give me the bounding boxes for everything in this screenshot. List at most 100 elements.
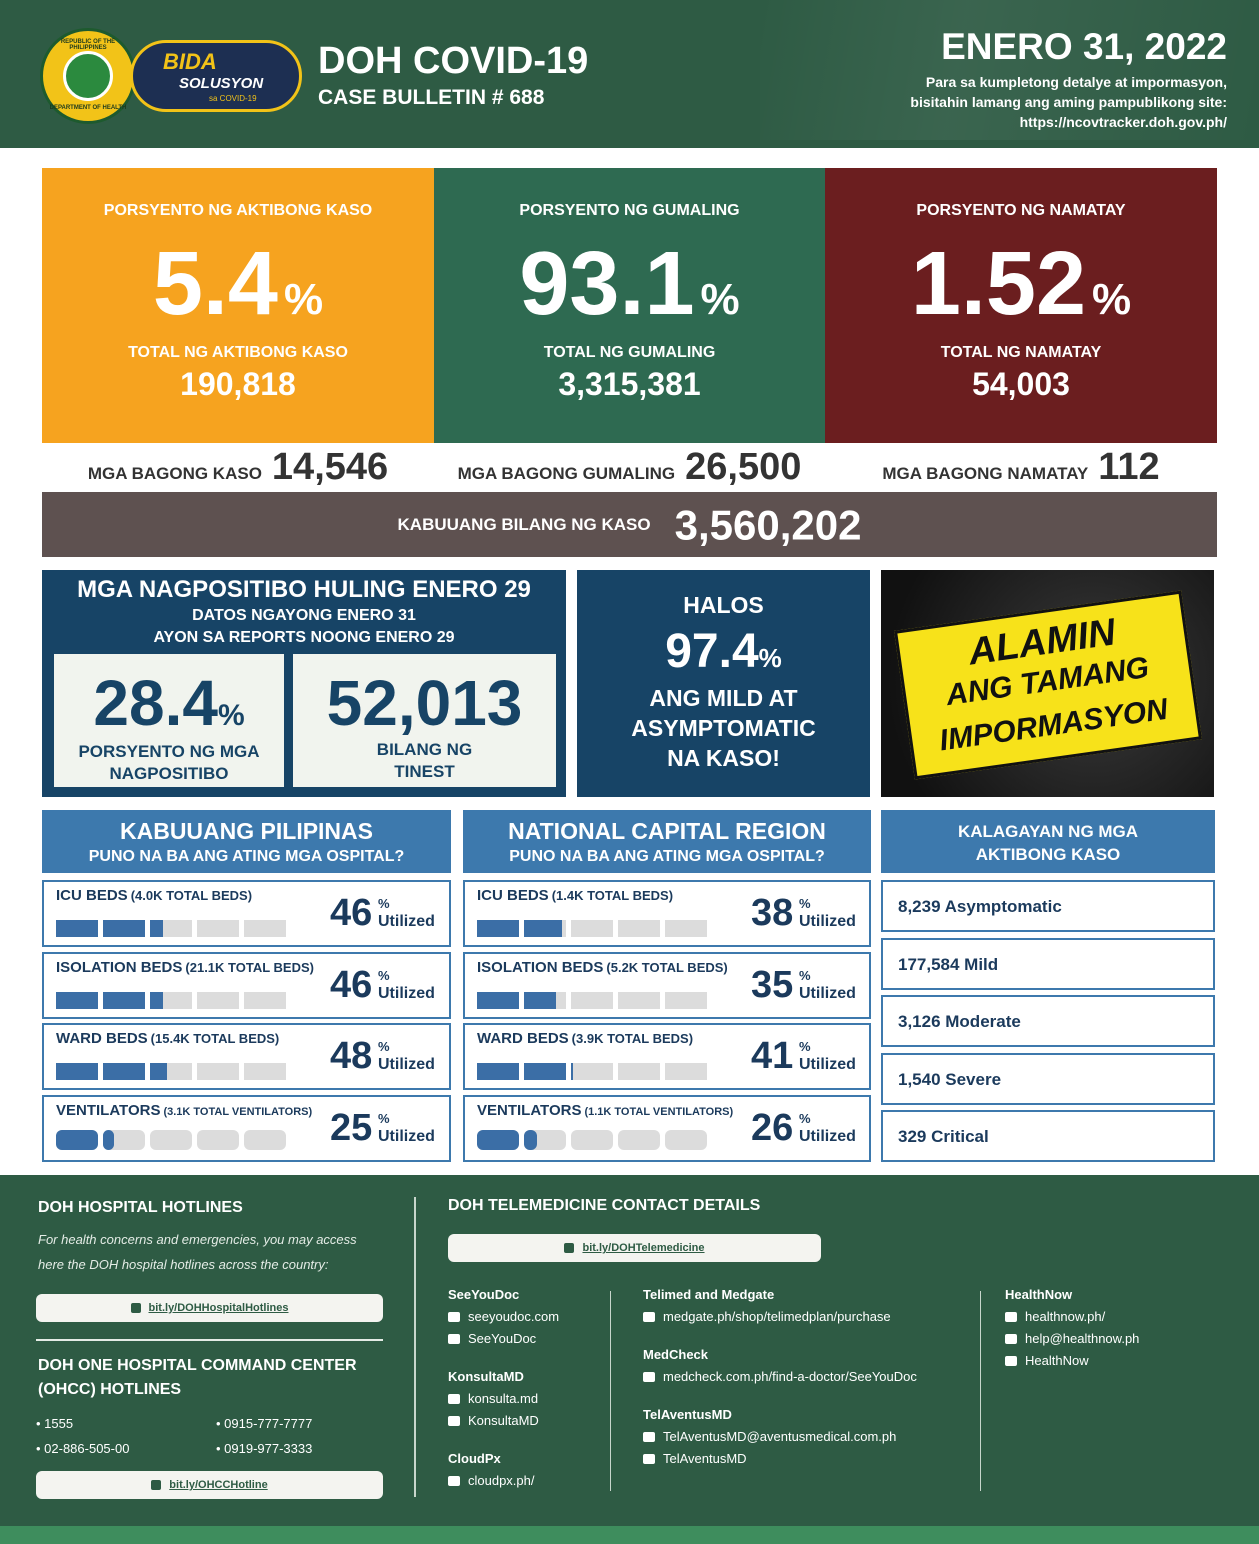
hospital-title: NATIONAL CAPITAL REGION <box>508 818 826 844</box>
contact-text: cloudpx.ph/ <box>468 1473 535 1488</box>
bar-block <box>524 1130 566 1151</box>
utilized-value: 35 <box>751 963 794 1006</box>
tested-label: TINEST <box>394 762 455 781</box>
stat-total-label: TOTAL NG NAMATAY <box>940 344 1102 361</box>
contact-icon <box>643 1372 655 1382</box>
utilized-unit: % <box>799 896 811 911</box>
status-text: 329 Critical <box>898 1127 989 1146</box>
stat-label: PORSYENTO NG NAMATAY <box>916 202 1126 219</box>
divider <box>36 1339 383 1341</box>
hotline-text: here the DOH hospital hotlines across th… <box>38 1257 329 1272</box>
hotline-number: • 1555 <box>36 1416 74 1431</box>
logo: BIDA SOLUSYON sa COVID-19 <box>130 40 302 112</box>
bar-block <box>150 991 192 1009</box>
provider-name: Telimed and Medgate <box>643 1287 775 1302</box>
link-icon <box>151 1480 162 1490</box>
utilization-bar <box>56 987 296 1009</box>
bar-fill <box>150 920 163 937</box>
contact-text: help@healthnow.ph <box>1025 1331 1140 1346</box>
hotline-number: • 0919-977-3333 <box>216 1441 313 1456</box>
stat-value: 93.1% <box>434 234 826 360</box>
bed-capacity: (3.1K TOTAL VENTILATORS) <box>163 1106 313 1119</box>
bar-block <box>56 1130 98 1151</box>
mild-lead: HALOS <box>683 592 764 618</box>
bar-fill <box>56 1130 98 1151</box>
bar-block <box>103 920 145 937</box>
bed-row: ICU BEDS (4.0K TOTAL BEDS) 46% Utilized <box>42 880 451 947</box>
hotline-number: • 0915-777-7777 <box>216 1416 313 1431</box>
bar-fill <box>150 991 163 1009</box>
bar-block <box>571 1063 613 1081</box>
bar-block <box>571 1130 613 1151</box>
contact-icon <box>643 1312 655 1322</box>
status-title: KALAGAYAN NG MGA <box>957 822 1139 841</box>
bed-name: ISOLATION BEDS (21.1K TOTAL BEDS) <box>56 959 314 977</box>
bar-fill <box>103 1063 145 1081</box>
seal-text: REPUBLIC OF THE PHILIPPINES <box>60 39 116 51</box>
utilization-bar <box>56 1058 296 1081</box>
bar-fill <box>56 991 98 1009</box>
hospital-subtitle: PUNO NA BA ANG ATING MGA OSPITAL? <box>509 848 825 865</box>
bar-fill <box>571 1063 574 1081</box>
date: ENERO 31, 2022 <box>941 26 1227 67</box>
bed-capacity: (1.4K TOTAL BEDS) <box>551 888 674 903</box>
info-banner: ALAMIN ANG TAMANG IMPORMASYON <box>881 570 1214 797</box>
mild-text: ASYMPTOMATIC <box>631 715 816 741</box>
tested-label: BILANG NG <box>376 740 473 759</box>
utilized-label: Utilized <box>378 1056 435 1074</box>
link-icon <box>564 1243 575 1253</box>
stat-number: 93.1 <box>519 234 695 334</box>
utilized-label: Utilized <box>378 984 435 1002</box>
seal-text: DEPARTMENT OF HEALTH <box>49 105 127 111</box>
bar-fill <box>477 1130 519 1151</box>
link-button[interactable]: bit.ly/OHCCHotline <box>36 1471 383 1499</box>
bed-capacity: (3.9K TOTAL BEDS) <box>571 1031 694 1047</box>
bar-block <box>244 1130 286 1151</box>
utilization-bar <box>477 1130 717 1152</box>
bed-type: WARD BEDS <box>477 1030 569 1048</box>
stat-box: PORSYENTO NG AKTIBONG KASO 5.4% TOTAL NG A… <box>42 168 434 443</box>
mild-box: HALOS 97.4% ANG MILD AT ASYMPTOMATIC NA KASO… <box>577 570 870 797</box>
positivity-sub: AYON SA REPORTS NOONG ENERO 29 <box>153 629 455 646</box>
bar-block <box>56 1063 98 1081</box>
bed-type: ICU BEDS <box>477 887 549 904</box>
utilization-bar <box>477 1058 717 1081</box>
bar-block <box>197 1130 239 1151</box>
tested-value: 52,013 <box>326 667 523 739</box>
link-text: bit.ly/DOHHospitalHotlines <box>148 1302 289 1314</box>
hospital-header: NATIONAL CAPITAL REGION PUNO NA BA ANG AT… <box>463 810 871 873</box>
bar-block <box>197 991 239 1009</box>
hospital-title: KABUUANG PILIPINAS <box>119 818 373 844</box>
contact-icon <box>1005 1334 1017 1344</box>
utilization-bar <box>56 915 296 937</box>
utilized-unit: % <box>799 1111 811 1127</box>
bar-block <box>477 1130 519 1151</box>
utilized-value: 48 <box>330 1035 373 1078</box>
bar-block <box>665 1130 707 1151</box>
bar-block <box>477 991 519 1009</box>
contact-text: TelAventusMD <box>663 1451 747 1466</box>
bar-fill <box>524 920 562 937</box>
link-button[interactable]: bit.ly/DOHHospitalHotlines <box>36 1294 383 1322</box>
status-text: 177,584 Mild <box>898 954 999 974</box>
utilized-unit: % <box>378 896 390 911</box>
link-text: bit.ly/DOHTelemedicine <box>582 1242 705 1254</box>
link-button[interactable]: bit.ly/DOHTelemedicine <box>448 1234 821 1262</box>
new-label: MGA BAGONG KASO <box>87 464 262 483</box>
bar-block <box>197 920 239 937</box>
positivity-sub: DATOS NGAYONG ENERO 31 <box>192 607 416 624</box>
section-title: (OHCC) HOTLINES <box>38 1381 182 1398</box>
bulletin: CASE BULLETIN # 688 <box>318 86 545 109</box>
rate-number: 28.4 <box>93 667 218 739</box>
new-row: MGA BAGONG KASO 14,546 <box>42 446 434 490</box>
header-watermark <box>760 0 1259 140</box>
bar-fill <box>56 1063 98 1081</box>
bed-row: WARD BEDS (3.9K TOTAL BEDS) 41% Utilized <box>463 1023 871 1091</box>
bar-block <box>244 1063 286 1081</box>
total-cases-value: 3,560,202 <box>674 501 862 549</box>
mild-text: NA KASO! <box>667 745 780 771</box>
mild-number: 97.4 <box>665 625 759 678</box>
new-row: MGA BAGONG NAMATAY 112 <box>825 446 1217 490</box>
status-text: 8,239 Asymptomatic <box>898 897 1062 916</box>
stat-unit: % <box>284 275 324 324</box>
